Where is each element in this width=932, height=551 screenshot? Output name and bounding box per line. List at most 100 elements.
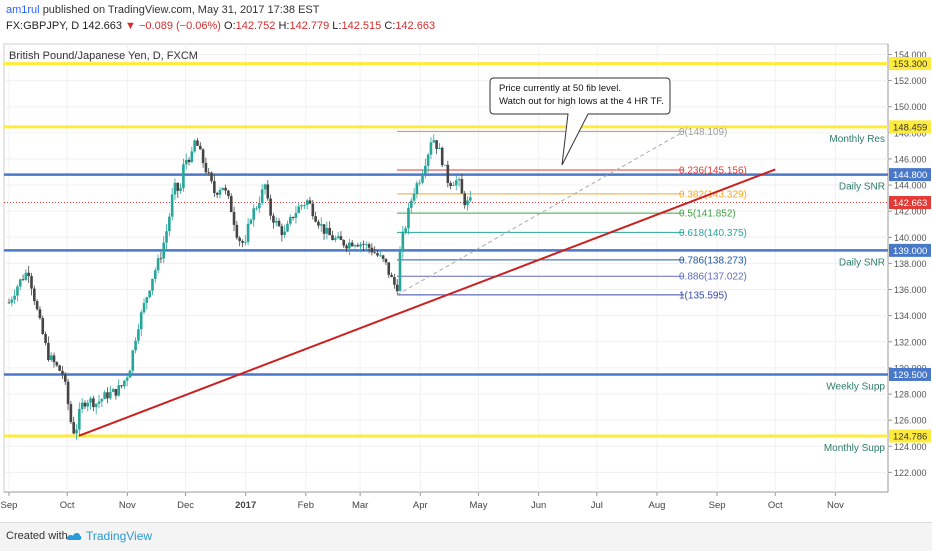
fib-level-label: 0.618(140.375) xyxy=(679,228,747,239)
trendline[interactable] xyxy=(78,168,776,437)
candle-body xyxy=(345,245,348,249)
candle-body xyxy=(66,381,70,405)
candle-body xyxy=(10,299,14,303)
candle-body xyxy=(142,302,146,313)
price-axis: 122.000124.000126.000128.000130.000132.0… xyxy=(888,50,927,478)
fib-level-label: 0.382(143.329) xyxy=(679,189,747,200)
candle-body xyxy=(156,258,160,271)
candle-body xyxy=(187,159,191,163)
candle-body xyxy=(148,290,151,298)
candle-body xyxy=(286,223,289,232)
candle-body xyxy=(196,140,199,146)
candle-body xyxy=(243,241,247,243)
annotation-line-2: Watch out for high lows at the 4 HR TF. xyxy=(499,96,664,107)
candle-body xyxy=(258,203,261,209)
candle-body xyxy=(255,208,258,210)
candle-body xyxy=(364,244,368,245)
y-tick-label: 122.000 xyxy=(894,468,927,478)
candle-body xyxy=(342,240,346,246)
candle-body xyxy=(322,224,326,234)
footer: Created with TradingView xyxy=(0,522,932,551)
candle-body xyxy=(272,215,275,223)
candle-body xyxy=(424,165,427,174)
candle-body xyxy=(289,216,292,224)
symbol-label: FX:GBPJPY, D xyxy=(6,20,80,32)
level-price-tag-text: 129.500 xyxy=(893,370,927,381)
fibonacci-retracement[interactable]: 0(148.109) 0.236(145.156) 0.382(143.329) 0.… xyxy=(396,127,747,301)
candle-body xyxy=(227,190,230,197)
candle-body xyxy=(176,182,180,191)
candle-body xyxy=(317,221,320,226)
candle-body xyxy=(204,162,208,173)
level-price-tag xyxy=(889,120,931,134)
candle-body xyxy=(168,216,171,232)
horizontal-levels[interactable]: Monthly Res Daily SNR Daily SNR Weekly Supp… xyxy=(4,62,888,454)
fib-level-label: 0.786(138.273) xyxy=(679,255,747,266)
candle-body xyxy=(80,402,84,410)
candle-body xyxy=(97,401,101,404)
open-value: 142.752 xyxy=(235,20,276,32)
candle-body xyxy=(103,392,106,400)
candle-body xyxy=(92,398,95,408)
candle-body xyxy=(334,238,337,241)
candle-body xyxy=(24,272,28,280)
candle-body xyxy=(128,370,132,378)
price-change: −0.089 (−0.06%) xyxy=(139,20,221,32)
candle-body xyxy=(466,200,469,206)
candle-body xyxy=(213,181,216,193)
candle-body xyxy=(221,187,225,191)
candle-body xyxy=(362,244,365,246)
candle-body xyxy=(426,154,430,166)
candle-body xyxy=(314,216,317,222)
author-link[interactable]: am1rul xyxy=(6,4,40,16)
candle-body xyxy=(201,149,205,163)
fib-level-label: 0.236(145.156) xyxy=(679,165,747,176)
candle-body xyxy=(13,295,16,300)
candle-body xyxy=(359,244,362,247)
x-tick-label: May xyxy=(470,500,488,511)
publish-info: am1rul published on TradingView.com, May… xyxy=(6,4,320,16)
y-tick-label: 134.000 xyxy=(894,311,927,321)
candle-body xyxy=(151,278,154,291)
candle-body xyxy=(418,182,421,184)
candle-body xyxy=(125,377,129,381)
current-price-tag xyxy=(889,196,931,210)
candle-body xyxy=(384,258,388,263)
candle-body xyxy=(457,179,461,181)
candle-body xyxy=(210,172,213,182)
level-price-tag-text: 139.000 xyxy=(893,246,927,257)
chart-title: British Pound/Japanese Yen, D, FXCM xyxy=(9,50,198,62)
price-chart[interactable]: 122.000124.000126.000128.000130.000132.0… xyxy=(0,38,932,522)
candle-body xyxy=(277,220,281,227)
candles xyxy=(7,134,472,440)
candle-body xyxy=(305,200,309,206)
candle-body xyxy=(218,190,222,195)
x-tick-label: Sep xyxy=(1,500,18,511)
time-axis: Sep Oct Nov Dec 2017 Feb Mar Apr May Jun Jul Aug Sep… xyxy=(1,492,844,511)
candle-body xyxy=(319,224,323,226)
level-label: Daily SNR xyxy=(839,257,885,268)
candle-body xyxy=(308,200,312,204)
candle-body xyxy=(370,247,374,253)
candle-body xyxy=(86,402,90,407)
level-label: Daily SNR xyxy=(839,182,885,193)
candle-body xyxy=(63,374,67,382)
x-tick-label: Sep xyxy=(709,500,726,511)
candle-body xyxy=(387,262,391,275)
candle-body xyxy=(249,219,253,224)
candle-body xyxy=(173,182,177,195)
high-value: 142.779 xyxy=(289,20,330,32)
candle-body xyxy=(260,189,264,204)
candle-body xyxy=(47,342,50,361)
x-tick-label: 2017 xyxy=(235,500,256,511)
trendline-group[interactable] xyxy=(78,168,776,437)
candle-body xyxy=(266,184,270,199)
candle-body xyxy=(89,398,92,403)
candle-body xyxy=(232,212,236,225)
annotation-callout[interactable]: Price currently at 50 fib level. Watch o… xyxy=(489,77,671,166)
candle-body xyxy=(440,147,444,166)
y-tick-label: 128.000 xyxy=(894,390,927,400)
tradingview-brand[interactable]: TradingView xyxy=(86,529,153,543)
candle-body xyxy=(336,236,340,239)
candle-body xyxy=(328,227,331,236)
